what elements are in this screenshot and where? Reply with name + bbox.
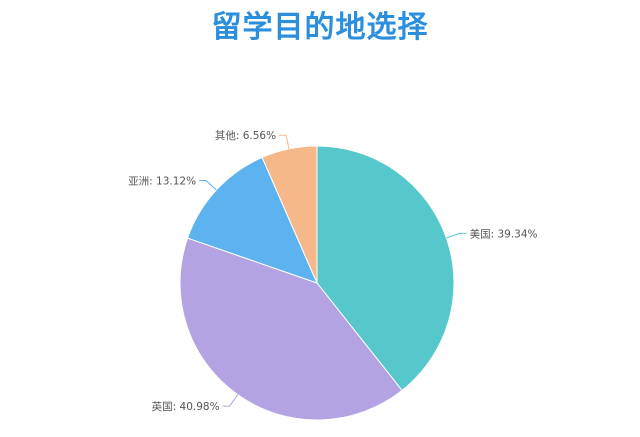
- slice-label-4: 其他: 6.56%: [215, 129, 276, 142]
- leader-line-3: [199, 180, 217, 191]
- pie-slice-2: [179, 237, 403, 421]
- pie-slices: [179, 145, 455, 421]
- chart-title: 留学目的地选择: [211, 10, 429, 45]
- slice-label-3: 亚洲: 13.12%: [128, 176, 196, 188]
- slice-label-1: 美国: 39.34%: [470, 227, 538, 240]
- pie-labels: 美国: 39.34% 英国: 40.98% 亚洲: 13.12% 其他: 6.56%: [128, 129, 537, 413]
- leader-line-2: [222, 394, 239, 407]
- slice-label-2: 英国: 40.98%: [152, 400, 220, 413]
- pie-slice-1: [316, 145, 455, 392]
- leader-line-1: [446, 232, 467, 239]
- leader-line-4: [279, 134, 290, 150]
